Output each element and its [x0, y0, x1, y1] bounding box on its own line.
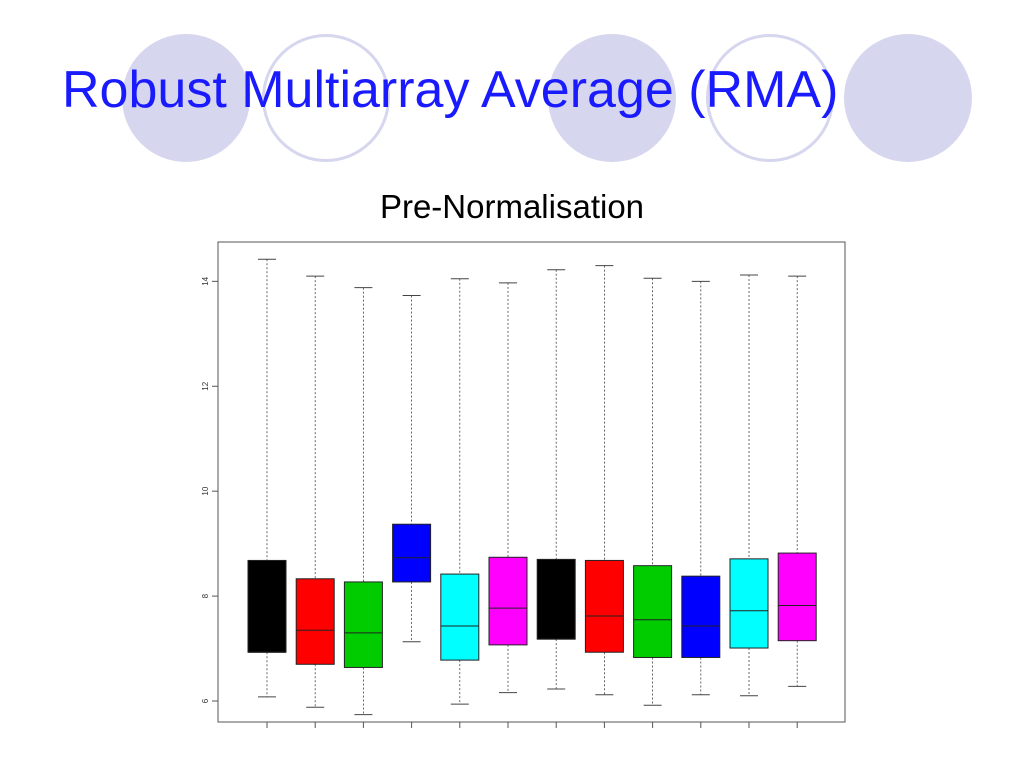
box — [681, 575, 721, 658]
box — [295, 578, 335, 665]
box — [584, 559, 624, 653]
decorative-circle — [548, 34, 676, 162]
box — [777, 552, 817, 642]
chart-title: Pre-Normalisation — [379, 188, 645, 225]
y-tick-label: 10 — [201, 486, 210, 495]
box — [729, 558, 769, 649]
y-tick-label: 6 — [201, 698, 210, 703]
slide-title: Robust Multiarray Average (RMA) — [62, 61, 839, 119]
box — [343, 581, 383, 668]
box — [440, 573, 480, 661]
box — [488, 556, 528, 646]
decorative-ring — [262, 34, 390, 162]
box — [536, 558, 576, 640]
y-tick-label: 14 — [201, 276, 210, 285]
decorative-ring — [706, 34, 834, 162]
box — [392, 523, 432, 583]
decorative-circle — [122, 34, 250, 162]
plot-frame — [217, 241, 846, 723]
decorative-circle — [844, 34, 972, 162]
box — [633, 565, 673, 658]
y-tick-label: 8 — [201, 593, 210, 598]
y-tick-label: 12 — [201, 381, 210, 390]
box — [247, 559, 287, 653]
